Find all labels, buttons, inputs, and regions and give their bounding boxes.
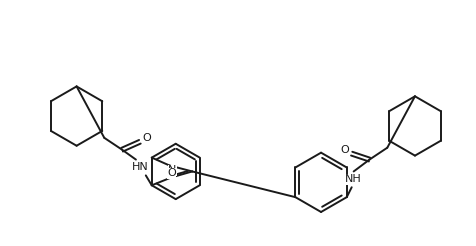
Text: NH: NH	[345, 174, 361, 184]
Text: HN: HN	[131, 163, 148, 172]
Text: O: O	[340, 145, 348, 155]
Text: N: N	[168, 166, 176, 175]
Text: O: O	[167, 169, 176, 178]
Text: O: O	[142, 133, 151, 143]
